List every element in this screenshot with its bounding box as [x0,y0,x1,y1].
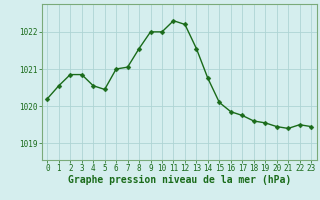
X-axis label: Graphe pression niveau de la mer (hPa): Graphe pression niveau de la mer (hPa) [68,175,291,185]
